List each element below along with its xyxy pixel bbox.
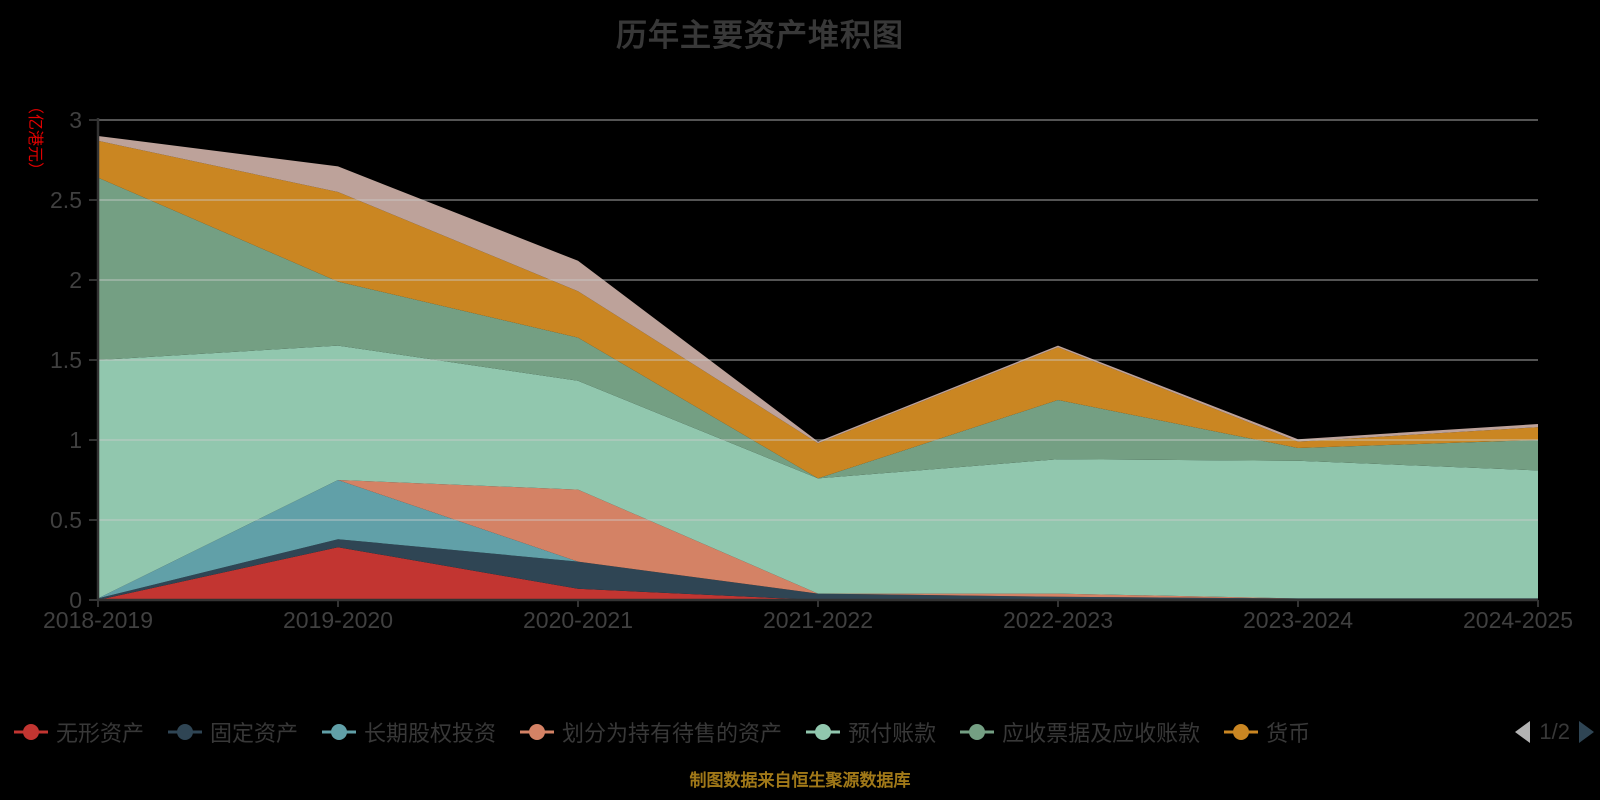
x-axis-label-0: 2018-2019 bbox=[43, 607, 153, 633]
legend-item-label: 固定资产 bbox=[210, 721, 299, 746]
legend-item-2[interactable]: 固定资产 bbox=[168, 716, 298, 748]
legend-item-label: 无形资产 bbox=[56, 721, 145, 746]
series-area-1[interactable] bbox=[98, 547, 1538, 600]
legend-line-marker-icon bbox=[14, 724, 48, 740]
series-area-8[interactable] bbox=[98, 136, 1538, 444]
legend-item-1[interactable]: 无形资产 bbox=[14, 716, 144, 748]
legend-line-marker-icon bbox=[960, 724, 995, 740]
y-tick-label-1: 1 bbox=[69, 427, 82, 453]
y-tick-label-0.5: 0.5 bbox=[50, 507, 82, 533]
legend-line-marker-icon bbox=[322, 724, 357, 740]
series-area-3[interactable] bbox=[98, 480, 1538, 599]
legend-bar: 无形资产 固定资产 长期股权投资 划分为持有待售的资产 预付账款 应收票据及应收账款 货币 … bbox=[14, 712, 1594, 752]
series-area-6[interactable] bbox=[98, 177, 1538, 479]
legend-line-marker-icon bbox=[168, 724, 203, 740]
series-area-2[interactable] bbox=[98, 539, 1538, 600]
legend-item-label: 货币 bbox=[1266, 721, 1311, 746]
y-tick-label-2: 2 bbox=[69, 267, 82, 293]
y-tick-label-2.5: 2.5 bbox=[50, 187, 82, 213]
legend-item-5[interactable]: 预付账款 bbox=[806, 716, 936, 748]
x-axis-label-5: 2023-2024 bbox=[1243, 607, 1353, 633]
series-area-7[interactable] bbox=[98, 140, 1538, 479]
series-area-4[interactable] bbox=[98, 480, 1538, 599]
legend-item-4[interactable]: 划分为持有待售的资产 bbox=[520, 716, 782, 748]
legend-next-icon[interactable] bbox=[1579, 721, 1594, 743]
y-tick-label-0: 0 bbox=[69, 587, 82, 613]
legend-line-marker-icon bbox=[520, 724, 555, 740]
chart-title: 历年主要资产堆积图 bbox=[616, 18, 904, 53]
legend-prev-icon[interactable] bbox=[1515, 721, 1531, 743]
legend-pager: 1/2 bbox=[1515, 719, 1594, 745]
y-tick-label-3: 3 bbox=[69, 107, 82, 133]
x-axis-label-3: 2021-2022 bbox=[763, 607, 873, 633]
data-source-note: 制图数据来自恒生聚源数据库 bbox=[689, 771, 911, 790]
legend-item-3[interactable]: 长期股权投资 bbox=[322, 716, 496, 748]
legend-page-indicator: 1/2 bbox=[1539, 719, 1570, 744]
legend-item-label: 划分为持有待售的资产 bbox=[562, 721, 783, 746]
series-area-5[interactable] bbox=[98, 345, 1538, 599]
y-tick-label-1.5: 1.5 bbox=[50, 347, 82, 373]
legend-item-6[interactable]: 应收票据及应收账款 bbox=[960, 716, 1200, 748]
legend-item-label: 预付账款 bbox=[848, 721, 937, 746]
legend-line-marker-icon bbox=[1224, 724, 1259, 740]
x-axis-label-1: 2019-2020 bbox=[283, 607, 393, 633]
legend-item-label: 长期股权投资 bbox=[364, 721, 497, 746]
x-axis-label-2: 2020-2021 bbox=[523, 607, 633, 633]
legend-item-label: 应收票据及应收账款 bbox=[1002, 721, 1201, 746]
x-axis-label-4: 2022-2023 bbox=[1003, 607, 1113, 633]
legend-line-marker-icon bbox=[806, 724, 841, 740]
x-axis-label-6: 2024-2025 bbox=[1463, 607, 1573, 633]
legend-item-7[interactable]: 货币 bbox=[1224, 716, 1310, 748]
